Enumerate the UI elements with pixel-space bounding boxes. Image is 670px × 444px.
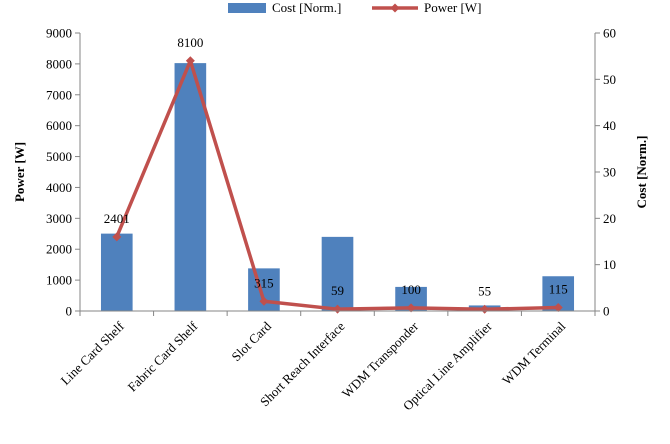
data-labels: 2401 8100 315 59 100 55 115	[104, 35, 568, 299]
power-marker	[480, 304, 490, 314]
y-tick-label-left: 5000	[46, 149, 72, 164]
legend-label-cost: Cost [Norm.]	[272, 0, 341, 15]
bar-series	[100, 63, 575, 311]
data-label: 315	[254, 275, 274, 290]
data-label: 8100	[177, 35, 203, 50]
bar	[174, 63, 207, 311]
data-label: 115	[549, 281, 568, 296]
power-marker	[406, 303, 416, 313]
y-tick-label-left: 6000	[46, 118, 72, 133]
legend-label-power: Power [W]	[424, 0, 481, 15]
data-label: 55	[478, 283, 491, 298]
y-tick-label-left: 8000	[46, 56, 72, 71]
power-marker	[553, 302, 563, 312]
x-category-label: Line Card Shelf	[58, 318, 128, 388]
power-marker	[185, 56, 195, 66]
power-marker	[112, 232, 122, 242]
x-category-label: WDM Terminal	[499, 318, 569, 388]
y-tick-label-left: 7000	[46, 87, 72, 102]
y-tick-label-left: 0	[66, 304, 73, 319]
data-label: 100	[401, 282, 421, 297]
y-tick-label-left: 1000	[46, 273, 72, 288]
legend: Cost [Norm.] Power [W]	[228, 0, 481, 15]
y-tick-label-left: 4000	[46, 180, 72, 195]
y-tick-label-right: 20	[603, 211, 616, 226]
x-category-label: Slot Card	[228, 318, 274, 364]
x-category-label: WDM Transponder	[339, 318, 422, 401]
y-tick-label-right: 50	[603, 72, 616, 87]
y-axis-title-left: Power [W]	[12, 142, 27, 202]
data-label: 59	[331, 283, 344, 298]
legend-swatch-cost	[228, 3, 266, 13]
y-axis-title-right: Cost [Norm.]	[634, 136, 649, 209]
bar	[321, 236, 354, 311]
line-series	[112, 56, 563, 314]
y-tick-label-right: 60	[603, 26, 616, 41]
x-category-label: Fabric Card Shelf	[125, 318, 201, 394]
bar	[100, 233, 133, 311]
y-tick-label-right: 30	[603, 165, 616, 180]
legend-marker-power	[390, 3, 400, 13]
axes: 0 1000 2000 3000 4000 5000 6000 7000 8000 9000 0 10…	[46, 26, 616, 414]
y-tick-label-right: 10	[603, 257, 616, 272]
y-tick-label-right: 40	[603, 118, 616, 133]
y-tick-label-left: 3000	[46, 211, 72, 226]
y-tick-label-right: 0	[603, 304, 610, 319]
power-marker	[259, 296, 269, 306]
data-label: 2401	[104, 211, 130, 226]
y-tick-label-left: 9000	[46, 26, 72, 41]
y-tick-label-left: 2000	[46, 242, 72, 257]
